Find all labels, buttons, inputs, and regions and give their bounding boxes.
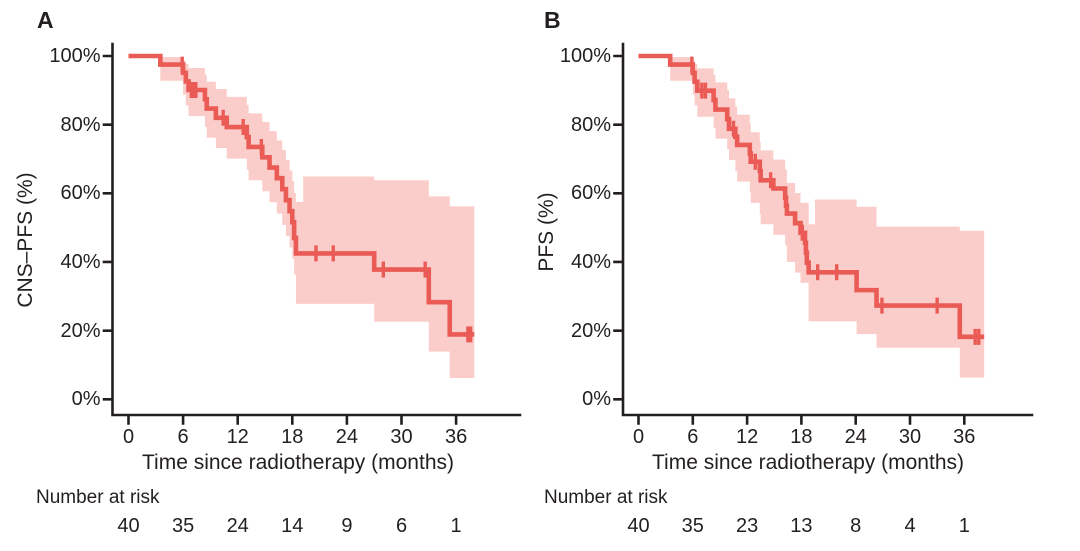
survival-curve [638, 53, 985, 340]
x-tick-label: 36 [444, 426, 468, 448]
confidence-band [670, 57, 985, 378]
number-at-risk-title-b: Number at risk [544, 487, 668, 508]
confidence-band [160, 57, 475, 379]
risk-count: 1 [450, 515, 462, 537]
x-tick-label: 24 [335, 426, 359, 448]
y-tick-label: 40% [60, 250, 101, 273]
censor-marks [690, 56, 981, 345]
risk-count: 1 [958, 515, 970, 537]
risk-count: 40 [117, 515, 140, 537]
x-axis-title-b: Time since radiotherapy (months) [651, 451, 965, 474]
risk-count: 6 [395, 515, 408, 537]
x-tick-label: 0 [632, 426, 645, 448]
risk-count: 24 [226, 515, 249, 537]
y-tick-label: 100% [559, 45, 611, 67]
risk-count: 14 [281, 515, 304, 537]
y-tick-label: 20% [570, 319, 611, 342]
risk-count: 35 [681, 515, 704, 537]
y-tick-label: 0% [71, 388, 101, 411]
risk-count: 13 [790, 515, 813, 537]
y-tick-label: 100% [49, 45, 101, 67]
y-tick-label: 0% [582, 388, 611, 411]
x-axis-title-a: Time since radiotherapy (months) [141, 451, 455, 474]
risk-count: 9 [341, 515, 353, 537]
x-tick-label: 36 [953, 426, 976, 448]
panel-label-b: B [544, 7, 561, 33]
x-tick-label: 18 [281, 426, 304, 448]
survival-curve [128, 53, 475, 337]
number-at-risk-title-a: Number at risk [36, 487, 160, 508]
risk-count: 35 [171, 515, 195, 537]
x-tick-label: 6 [687, 426, 699, 448]
x-tick-label: 30 [898, 426, 922, 448]
risk-count: 4 [904, 515, 916, 537]
y-tick-label: 80% [60, 113, 101, 136]
y-tick-label: 60% [60, 182, 101, 205]
x-tick-label: 18 [790, 426, 813, 448]
axes [102, 42, 522, 425]
x-tick-label: 12 [735, 426, 759, 448]
x-tick-label: 6 [177, 426, 189, 448]
x-tick-label: 12 [226, 426, 249, 448]
risk-count: 23 [735, 515, 759, 537]
x-tick-label: 0 [122, 426, 135, 448]
y-tick-label: 60% [570, 182, 611, 205]
y-tick-label: 80% [570, 113, 611, 136]
x-tick-label: 30 [390, 426, 413, 448]
axes [613, 42, 1034, 425]
y-tick-label: 40% [570, 250, 611, 273]
censor-marks [180, 56, 473, 343]
risk-count: 40 [627, 515, 650, 537]
risk-count: 8 [850, 515, 862, 537]
x-tick-label: 24 [844, 426, 867, 448]
panel-label-a: A [37, 7, 54, 33]
y-tick-label: 20% [60, 319, 101, 342]
